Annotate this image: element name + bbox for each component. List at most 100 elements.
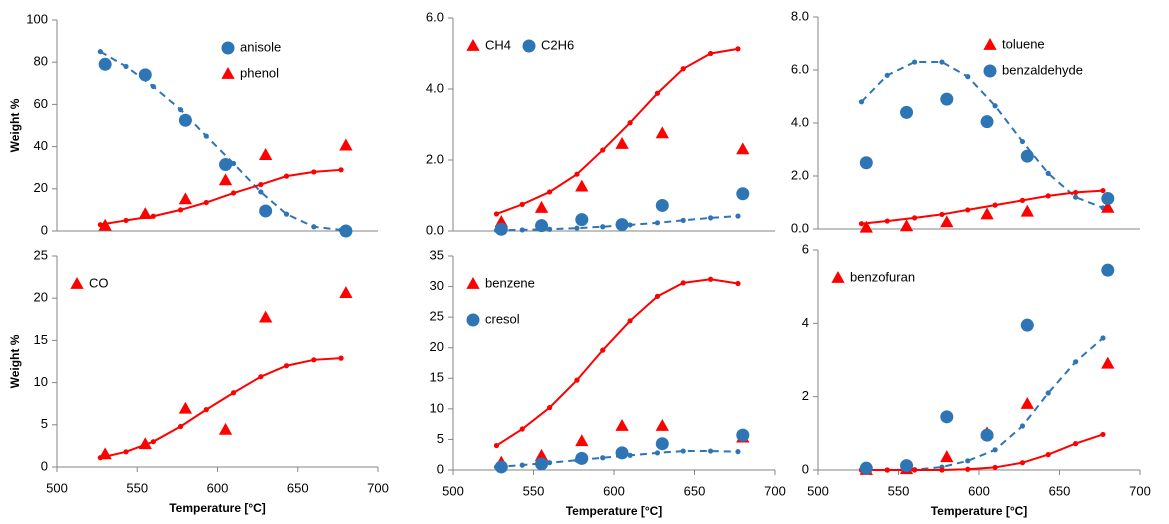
x-tick-label: 550 xyxy=(888,483,910,498)
circle-marker xyxy=(859,461,873,475)
legend-label: anisole xyxy=(240,39,281,54)
legend-label: phenol xyxy=(240,65,279,80)
model-point xyxy=(203,199,209,206)
model-point xyxy=(547,460,553,466)
model-point xyxy=(230,160,237,167)
triangle-marker xyxy=(736,142,750,155)
x-tick-label: 600 xyxy=(968,483,990,498)
y-tick-label: 60 xyxy=(34,96,48,111)
legend-label: toluene xyxy=(1002,36,1045,51)
y-tick-label: 0.0 xyxy=(791,220,809,235)
model-point xyxy=(230,190,237,196)
circle-marker xyxy=(940,410,954,424)
legend-marker xyxy=(221,67,235,79)
y-tick-label: 80 xyxy=(34,54,48,69)
circle-marker xyxy=(178,113,192,127)
model-point xyxy=(858,99,865,105)
model-point xyxy=(992,202,998,208)
model-line xyxy=(861,337,1104,471)
y-tick-label: 40 xyxy=(34,138,48,153)
model-point xyxy=(680,217,686,223)
model-point xyxy=(230,390,237,396)
triangle-marker xyxy=(339,286,353,299)
model-point xyxy=(654,450,661,456)
model-point xyxy=(600,147,606,153)
y-axis-label: Weight % xyxy=(8,98,22,152)
circle-marker xyxy=(859,156,873,170)
circle-marker xyxy=(575,451,589,465)
y-tick-label: 25 xyxy=(430,309,444,324)
panel: 0 5 10 15 20 25 500 550 600 650 700 Temperature [°C… xyxy=(8,247,389,515)
model-point xyxy=(680,448,686,454)
circle-marker xyxy=(980,115,994,129)
x-tick-label: 500 xyxy=(46,480,68,495)
y-tick-label: 15 xyxy=(34,332,48,347)
model-point xyxy=(519,201,525,207)
x-tick-label: 500 xyxy=(442,483,464,498)
model-point xyxy=(1100,187,1106,194)
model-point xyxy=(627,452,633,458)
circle-marker xyxy=(900,105,914,119)
y-tick-label: 2 xyxy=(802,388,809,403)
y-tick-label: 25 xyxy=(34,247,48,262)
triangle-marker xyxy=(534,200,549,213)
model-point xyxy=(600,347,606,353)
y-tick-label: 10 xyxy=(430,400,444,415)
circle-marker xyxy=(98,57,112,71)
legend-label: benzene xyxy=(485,275,535,290)
y-tick-label: 100 xyxy=(26,11,48,26)
model-point xyxy=(1100,431,1106,438)
model-point xyxy=(283,173,290,179)
y-tick-label: 0 xyxy=(41,222,48,237)
model-point xyxy=(258,374,264,380)
model-point xyxy=(1019,138,1026,145)
circle-marker xyxy=(736,428,750,442)
model-line xyxy=(496,47,739,215)
model-point xyxy=(1073,189,1079,196)
circle-marker xyxy=(219,158,233,172)
model-point xyxy=(123,449,129,455)
model-point xyxy=(912,467,918,473)
model-point xyxy=(884,467,890,473)
triangle-marker xyxy=(259,148,273,160)
y-tick-label: 6.0 xyxy=(426,9,444,24)
legend-label: C2H6 xyxy=(541,37,574,52)
model-point xyxy=(177,107,184,113)
model-point xyxy=(574,171,580,177)
model-point xyxy=(123,217,129,224)
x-tick-label: 700 xyxy=(764,483,786,498)
model-point xyxy=(311,169,317,175)
model-point xyxy=(1045,390,1051,396)
model-point xyxy=(627,120,633,126)
circle-marker xyxy=(615,218,629,232)
y-tick-label: 6.0 xyxy=(791,61,809,76)
legend-marker xyxy=(466,277,480,289)
x-tick-label: 600 xyxy=(603,483,625,498)
circle-marker xyxy=(494,222,508,236)
triangle-marker xyxy=(178,192,193,205)
triangle-marker xyxy=(534,448,549,461)
model-point xyxy=(493,211,500,217)
triangle-marker xyxy=(138,437,152,450)
model-point xyxy=(884,72,890,78)
circle-marker xyxy=(138,68,152,82)
model-line xyxy=(100,168,342,226)
model-point xyxy=(600,455,606,461)
model-point xyxy=(1073,359,1079,365)
model-point xyxy=(97,49,103,55)
circle-marker xyxy=(575,213,589,227)
y-tick-label: 35 xyxy=(430,247,444,262)
model-point xyxy=(203,407,209,413)
circle-marker xyxy=(655,437,669,451)
x-tick-label: 650 xyxy=(1049,483,1071,498)
legend-marker xyxy=(466,313,480,327)
model-point xyxy=(884,218,890,224)
panel: 0.0 2.0 4.0 6.0 8.0 toluene benzaldehyde xyxy=(791,8,1140,235)
panel: 0 2 4 6 500 550 600 650 700 Temperature [°C] benzo… xyxy=(802,241,1151,518)
model-point xyxy=(708,215,714,221)
model-point xyxy=(519,426,525,432)
model-point xyxy=(177,207,184,213)
x-axis-label: Temperature [°C] xyxy=(566,504,663,518)
model-point xyxy=(654,293,661,299)
